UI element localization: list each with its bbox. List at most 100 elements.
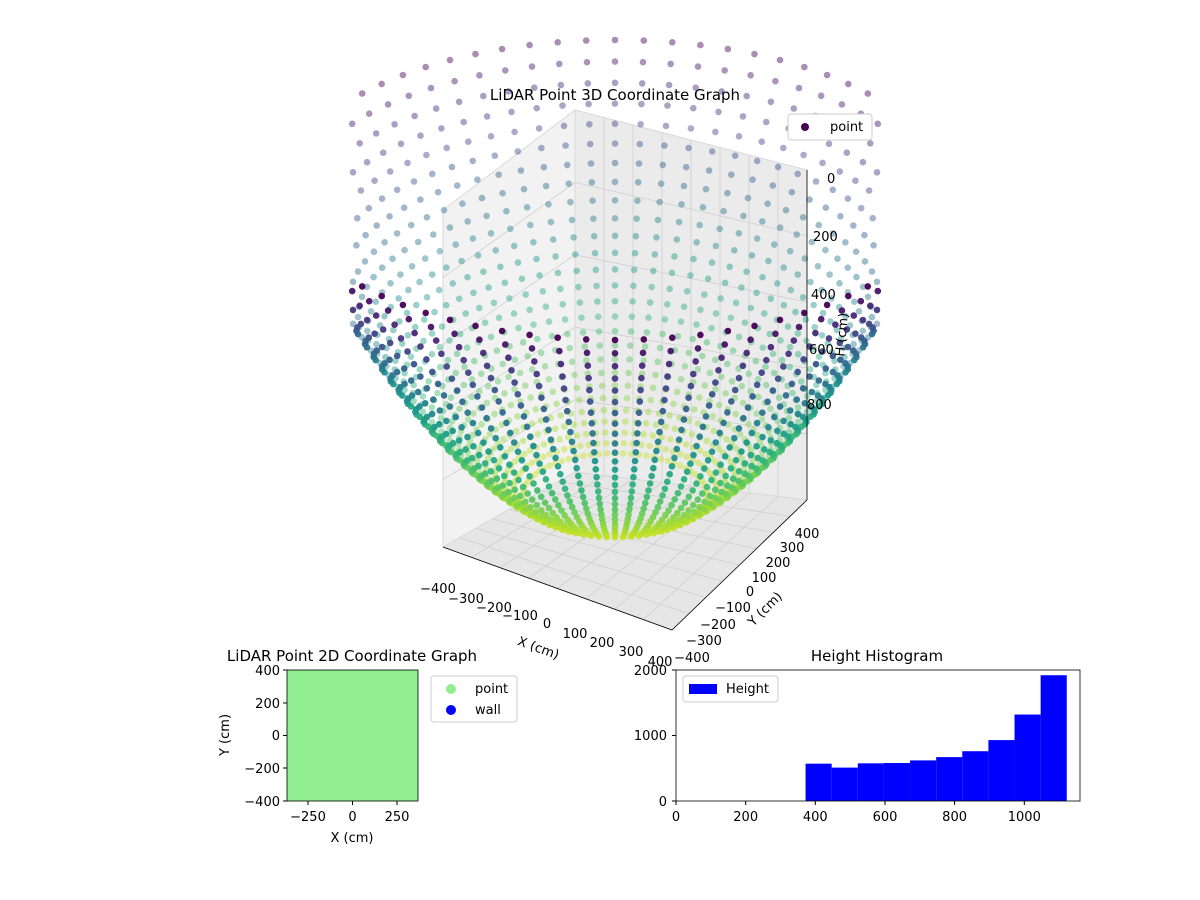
lidar-point [407,221,415,229]
lidar-point [548,332,556,340]
lidar-point [627,328,635,335]
lidar-point [782,392,790,399]
lidar-point [736,430,744,438]
lidar-point [767,437,775,444]
lidar-point [634,420,642,427]
lidar-point [436,407,444,414]
lidar-point [651,456,659,464]
lidar-point [808,238,816,246]
y-tick-label: 200 [255,697,280,712]
lidar-point [504,466,512,474]
lidar-point [408,263,416,270]
lidar-point [748,462,755,470]
lidar-point [381,239,388,246]
lidar-point [597,356,604,363]
lidar-point [682,441,690,448]
lidar-point [794,368,801,376]
lidar-point [724,189,731,197]
lidar-point [476,388,483,395]
lidar-point [511,486,519,494]
lidar-point [611,36,619,44]
lidar-point [715,401,723,409]
lidar-point [815,377,823,384]
lidar-point [753,235,761,242]
lidar-point [640,37,648,44]
lidar-point [349,320,357,328]
lidar-point [724,482,731,489]
lidar-point [423,413,431,421]
lidar-point [867,140,874,147]
legend-3d-box [787,113,873,141]
lidar-point [506,295,513,302]
lidar-point [487,425,495,432]
lidar-point [689,335,696,343]
lidar-point [611,494,619,502]
z-tick-3d: 400 [811,288,836,303]
lidar-point [780,144,787,152]
lidar-point [546,450,553,458]
grid-line-3d [643,496,779,620]
lidar-point [595,494,603,502]
lidar-point [865,187,873,194]
lidar-point [567,198,574,206]
lidar-point [657,418,665,426]
lidar-point [712,379,719,386]
lidar-point [727,458,734,466]
lidar-point [677,376,685,383]
lidar-point [556,347,563,355]
plot2d-points-fill [287,670,418,801]
lidar-point [416,278,423,286]
lidar-point [780,417,787,425]
lidar-point [393,368,401,376]
lidar-point [427,323,435,331]
lidar-point [552,496,559,503]
x-tick-label: 0 [672,810,680,825]
lidar-point [363,158,371,166]
lidar-point [688,430,696,438]
lidar-point [645,314,652,322]
lidar-point [611,266,619,273]
lidar-point [425,378,433,385]
lidar-point [594,488,602,495]
z-label-3d: H (cm) [833,312,852,357]
x-tick-label: 200 [733,810,758,825]
y-ticks-3d: −400 −300 −200 −100 0 100 200 300 400 [674,527,819,666]
lidar-point [678,426,685,434]
lidar-point [438,323,446,330]
lidar-point [524,490,531,497]
lidar-point [659,492,666,499]
lidar-point [823,301,831,309]
lidar-point [511,128,518,136]
lidar-point [761,446,768,453]
x-axis-line [442,546,673,631]
lidar-point [565,180,573,187]
lidar-point [703,339,711,346]
lidar-point [470,289,477,297]
lidar-point [514,391,522,398]
lidar-point [632,232,640,240]
lidar-point [838,101,846,108]
lidar-point [764,398,771,406]
lidar-point [769,350,777,358]
lidar-point [661,142,668,149]
lidar-point [711,356,719,364]
lidar-point [474,429,482,437]
lidar-point [852,177,859,184]
lidar-point [685,417,693,424]
legend-hist-swatch [689,684,717,694]
lidar-point [747,336,754,344]
lidar-point [851,298,858,306]
lidar-point [468,454,476,462]
lidar-point [845,292,852,300]
lidar-point [371,330,378,338]
lidar-point [590,449,598,456]
lidar-point [731,247,738,254]
lidar-point [747,72,754,79]
lidar-point [636,398,644,405]
lidar-point [463,457,471,464]
lidar-point [701,382,708,389]
legend-3d: point [787,113,873,141]
lidar-point [656,498,664,505]
lidar-point [611,387,619,394]
lidar-point [697,41,704,49]
